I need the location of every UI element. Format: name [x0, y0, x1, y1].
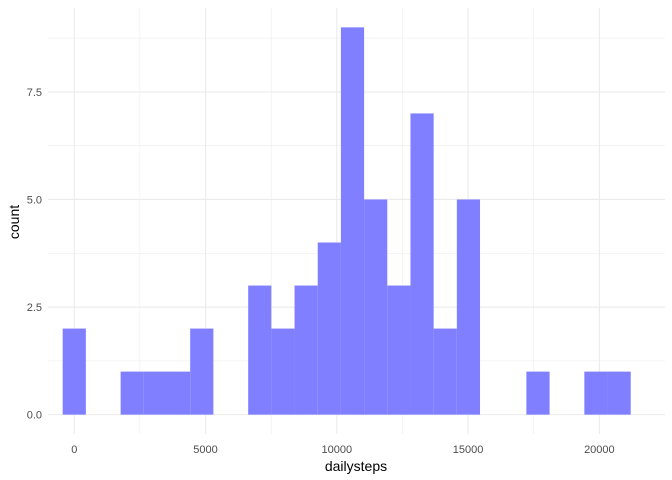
- bars: [62, 27, 631, 415]
- histogram-bar: [62, 328, 86, 415]
- histogram-bar: [340, 27, 365, 415]
- y-tick-label: 5.0: [27, 194, 42, 206]
- x-axis-ticks: 0 5000 10000 15000 20000: [71, 444, 614, 456]
- histogram-bar: [294, 285, 318, 415]
- x-tick-label: 5000: [193, 444, 217, 456]
- x-axis-title: dailysteps: [325, 458, 387, 474]
- histogram-bar: [433, 328, 457, 415]
- x-tick-label: 0: [71, 444, 77, 456]
- histogram-bar: [607, 371, 631, 415]
- histogram-bar: [143, 371, 168, 415]
- y-axis-ticks: 0.0 2.5 5.0 7.5: [27, 87, 42, 422]
- y-tick-label: 0.0: [27, 410, 42, 422]
- y-tick-label: 2.5: [27, 302, 42, 314]
- histogram-bar: [271, 328, 295, 415]
- histogram-bar: [410, 113, 434, 415]
- histogram-bar: [317, 242, 341, 415]
- histogram-bar: [584, 371, 608, 415]
- histogram-bar: [120, 371, 144, 415]
- histogram-bar: [248, 285, 272, 415]
- histogram-bar: [167, 371, 191, 415]
- x-tick-label: 10000: [322, 444, 353, 456]
- histogram-bar: [387, 285, 411, 415]
- y-tick-label: 7.5: [27, 87, 42, 99]
- histogram-bar: [364, 199, 388, 415]
- y-axis-title: count: [6, 205, 22, 239]
- histogram-bar: [456, 199, 481, 415]
- x-tick-label: 15000: [453, 444, 484, 456]
- x-tick-label: 20000: [584, 444, 615, 456]
- histogram-bar: [526, 371, 550, 415]
- histogram-bar: [190, 328, 214, 415]
